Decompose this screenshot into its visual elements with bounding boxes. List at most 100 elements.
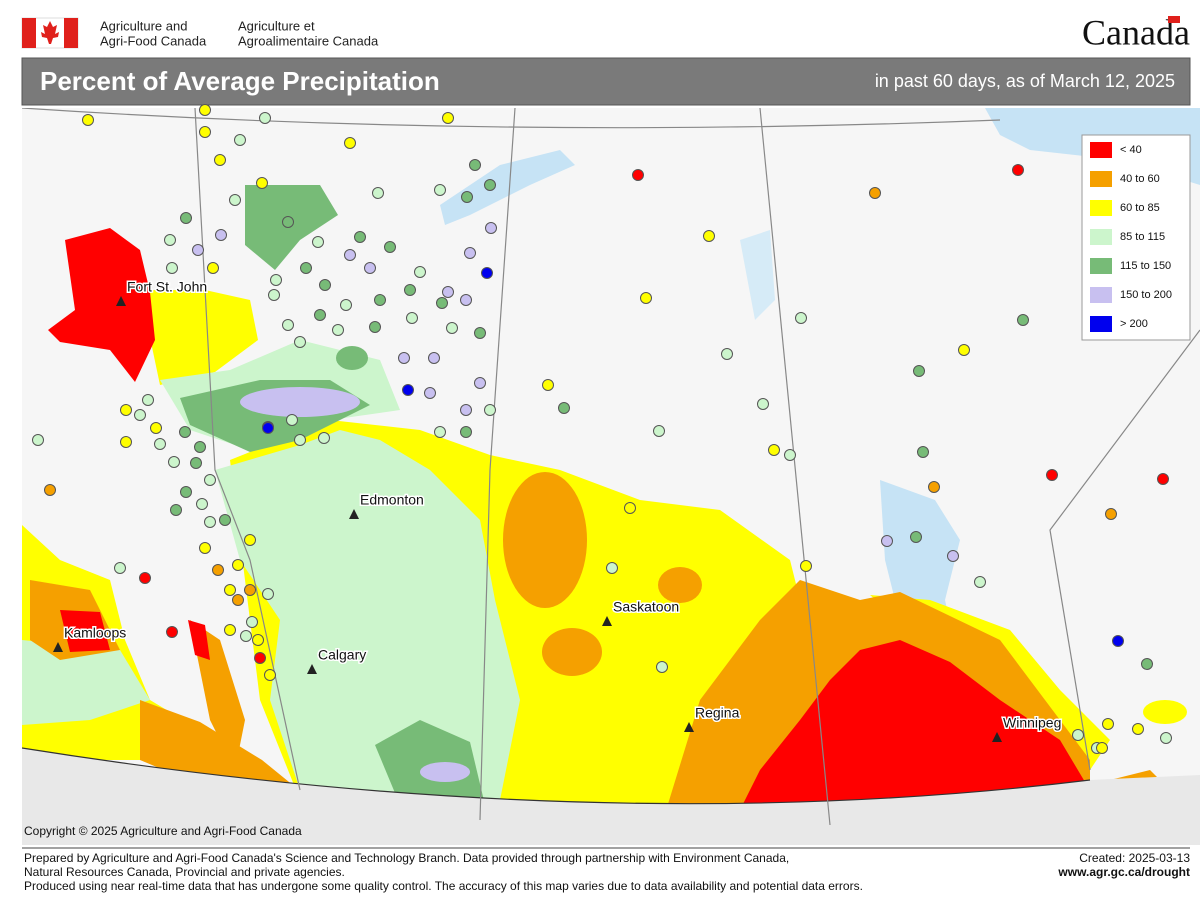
station-dot	[282, 216, 294, 228]
city-label: Saskatoon	[613, 599, 679, 615]
station-dot	[154, 438, 166, 450]
station-dot	[120, 436, 132, 448]
station-dot	[424, 387, 436, 399]
station-dot	[434, 184, 446, 196]
legend-swatch	[1090, 200, 1112, 216]
station-dot	[881, 535, 893, 547]
station-dot	[214, 154, 226, 166]
station-dot	[624, 502, 636, 514]
station-dot	[947, 550, 959, 562]
station-dot	[192, 244, 204, 256]
station-dot	[474, 377, 486, 389]
station-dot	[402, 384, 414, 396]
station-dot	[259, 112, 271, 124]
website: www.agr.gc.ca/drought	[1057, 865, 1190, 879]
department-fr: Agroalimentaire Canada	[238, 33, 379, 48]
station-dot	[44, 484, 56, 496]
station-dot	[606, 562, 618, 574]
station-dot	[768, 444, 780, 456]
station-dot	[180, 486, 192, 498]
station-dot	[703, 230, 715, 242]
flag	[21, 17, 79, 49]
station-dot	[428, 352, 440, 364]
station-dot	[256, 177, 268, 189]
station-dot	[757, 398, 769, 410]
station-dot	[204, 474, 216, 486]
station-dot	[282, 319, 294, 331]
station-dot	[232, 559, 244, 571]
station-dot	[139, 572, 151, 584]
station-dot	[319, 279, 331, 291]
station-dot	[653, 425, 665, 437]
station-dot	[460, 404, 472, 416]
legend-label: 40 to 60	[1120, 173, 1160, 185]
station-dot	[406, 312, 418, 324]
station-dot	[190, 457, 202, 469]
legend-swatch	[1090, 316, 1112, 332]
station-dot	[398, 352, 410, 364]
copyright: Copyright © 2025 Agriculture and Agri-Fo…	[24, 824, 302, 838]
station-dot	[114, 562, 126, 574]
legend: < 40 40 to 60 60 to 85 85 to 115 115 to 150 1…	[1090, 142, 1172, 332]
station-dot	[384, 241, 396, 253]
legend-label: < 40	[1120, 144, 1142, 156]
station-dot	[142, 394, 154, 406]
city-label: Edmonton	[360, 492, 424, 508]
city-marker	[53, 642, 63, 652]
footer-note: Produced using near real-time data that …	[24, 879, 863, 893]
station-dot	[484, 179, 496, 191]
station-dot	[485, 222, 497, 234]
legend-swatch	[1090, 171, 1112, 187]
city-label: Winnipeg	[1003, 715, 1061, 731]
station-dot	[910, 531, 922, 543]
subtitle: in past 60 days, as of March 12, 2025	[875, 71, 1175, 91]
station-dot	[199, 126, 211, 138]
legend-label: 150 to 200	[1120, 289, 1172, 301]
city-label: Kamloops	[64, 625, 126, 641]
legend-label: 85 to 115	[1120, 231, 1165, 243]
station-dot	[82, 114, 94, 126]
map	[22, 108, 1200, 845]
station-dot	[270, 274, 282, 286]
station-dot	[1112, 635, 1124, 647]
station-dot	[1012, 164, 1024, 176]
station-dot	[721, 348, 733, 360]
station-dot	[442, 112, 454, 124]
station-dot	[1102, 718, 1114, 730]
cities: Fort St. John Edmonton Saskatoon Kamloops Ca…	[53, 277, 1063, 742]
station-dot	[632, 169, 644, 181]
station-dot	[928, 481, 940, 493]
station-dot	[481, 267, 493, 279]
station-dot	[1157, 473, 1169, 485]
station-dot	[917, 446, 929, 458]
station-dot	[800, 560, 812, 572]
station-dot	[414, 266, 426, 278]
station-dot	[974, 576, 986, 588]
station-dot	[264, 669, 276, 681]
legend-label: 60 to 85	[1120, 202, 1160, 214]
station-dot	[268, 289, 280, 301]
station-dots	[32, 104, 1172, 754]
station-dot	[344, 249, 356, 261]
station-dot	[869, 187, 881, 199]
station-dot	[262, 422, 274, 434]
station-dot	[542, 379, 554, 391]
footer-note: Prepared by Agriculture and Agri-Food Ca…	[24, 851, 789, 865]
legend-swatch	[1090, 229, 1112, 245]
station-dot	[300, 262, 312, 274]
station-dot	[199, 542, 211, 554]
station-dot	[340, 299, 352, 311]
station-dot	[442, 286, 454, 298]
station-dot	[294, 434, 306, 446]
station-dot	[312, 236, 324, 248]
legend-label: 115 to 150	[1120, 260, 1171, 272]
station-dot	[369, 321, 381, 333]
legend-label: > 200	[1120, 318, 1148, 330]
station-dot	[332, 324, 344, 336]
station-dot	[436, 297, 448, 309]
title-bar	[21, 57, 1191, 106]
station-dot	[215, 229, 227, 241]
station-dot	[219, 514, 231, 526]
station-dot	[32, 434, 44, 446]
